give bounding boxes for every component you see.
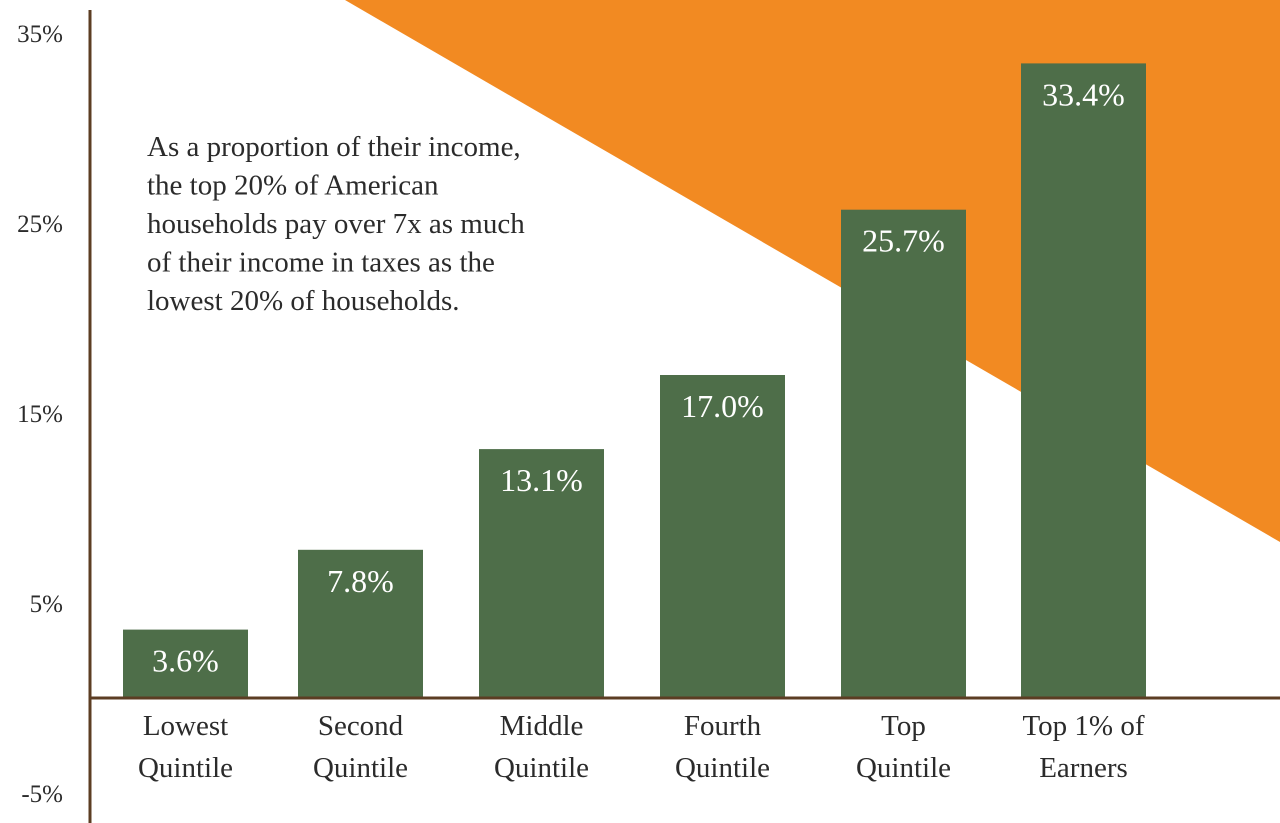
y-tick-label: 35%	[17, 21, 63, 48]
x-category-label: Top	[881, 710, 926, 742]
bar-6	[1021, 63, 1146, 698]
bar-2	[298, 549, 423, 698]
x-category-label: Quintile	[675, 752, 770, 784]
annotation-text: As a proportion of their income, the top …	[147, 131, 525, 317]
bar-value-label: 3.6%	[152, 643, 219, 679]
y-tick-label: 5%	[30, 591, 63, 618]
x-category-label: Top 1% of	[1022, 710, 1144, 742]
x-category-label: Earners	[1039, 752, 1128, 784]
bar-value-label: 17.0%	[681, 388, 764, 424]
bar-1	[123, 629, 248, 698]
y-tick-label: -5%	[21, 781, 63, 808]
x-category-label: Quintile	[856, 752, 951, 784]
bar-value-label: 25.7%	[862, 223, 945, 259]
annotation-line: the top 20% of American	[147, 170, 439, 202]
y-tick-label: 15%	[17, 401, 63, 428]
x-category-label: Second	[318, 710, 404, 742]
x-category-label: Quintile	[313, 752, 408, 784]
y-tick-labels: 35% 25% 15% 5% -5%	[17, 21, 63, 808]
annotation-line: As a proportion of their income,	[147, 131, 521, 163]
annotation-line: lowest 20% of households.	[147, 285, 460, 317]
x-category-label: Fourth	[684, 710, 762, 742]
y-tick-label: 25%	[17, 211, 63, 238]
bar-value-label: 13.1%	[500, 462, 583, 498]
x-category-label: Quintile	[494, 752, 589, 784]
bar-3	[479, 449, 604, 698]
x-category-label: Middle	[500, 710, 584, 742]
bar-5	[841, 209, 966, 698]
bars-group: 3.6% 7.8% 13.1% 17.0% 25.7% 33.4%	[123, 63, 1146, 698]
bar-4	[660, 375, 785, 698]
bar-value-label: 7.8%	[327, 563, 394, 599]
bar-value-label: 33.4%	[1042, 76, 1125, 112]
annotation-line: households pay over 7x as much	[147, 208, 525, 240]
annotation-line: of their income in taxes as the	[147, 247, 495, 279]
x-category-label: Quintile	[138, 752, 233, 784]
x-category-labels: Lowest Quintile Second Quintile Middle Quinti…	[138, 710, 1145, 784]
x-category-label: Lowest	[143, 710, 228, 742]
